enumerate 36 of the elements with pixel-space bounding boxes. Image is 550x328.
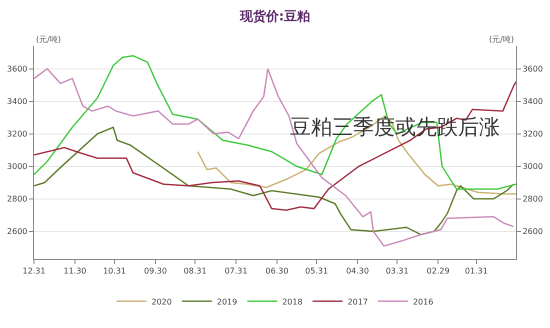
y-axis-title: (元/吨) <box>36 35 61 44</box>
y-tick-label: 3400 <box>7 97 28 106</box>
x-tick-label: 03.31 <box>386 266 409 276</box>
y2-axis-title: (元/吨) <box>489 35 514 44</box>
line-series <box>34 81 516 211</box>
y2-tick-label: 3000 <box>522 162 543 172</box>
x-tick-label: 09.30 <box>144 266 167 276</box>
legend-label: 2018 <box>282 297 303 306</box>
x-tick-label: 11.30 <box>63 266 86 276</box>
y2-tick-label: 3200 <box>522 130 543 139</box>
line-series <box>197 115 516 195</box>
x-tick-label: 07.31 <box>224 266 248 276</box>
y-tick-label: 3200 <box>7 130 28 139</box>
x-tick-label: 02.29 <box>426 266 450 276</box>
legend-label: 2019 <box>216 297 238 306</box>
y-tick-label: 2800 <box>7 194 28 204</box>
line-series <box>34 55 516 190</box>
x-tick-label: 08.31 <box>184 266 207 276</box>
chart-title: 现货价:豆粕 <box>238 8 310 25</box>
legend-label: 2016 <box>412 297 434 306</box>
y-tick-label: 3000 <box>7 162 28 172</box>
x-tick-label: 10.31 <box>103 266 126 276</box>
y2-tick-label: 3600 <box>522 64 543 74</box>
x-tick-label: 05.31 <box>305 266 328 276</box>
y2-tick-label: 2600 <box>522 227 543 236</box>
y2-tick-label: 2800 <box>522 194 543 204</box>
x-tick-label: 06.30 <box>266 266 288 276</box>
legend-label: 2017 <box>348 297 368 306</box>
legend-label: 2020 <box>152 297 172 306</box>
line-series <box>34 68 514 247</box>
y2-tick-label: 3400 <box>522 97 543 106</box>
x-tick-label: 01.31 <box>464 266 488 276</box>
y-tick-label: 3600 <box>7 64 28 74</box>
y-tick-label: 2600 <box>7 227 28 236</box>
x-tick-label: 04.30 <box>346 266 369 276</box>
x-tick-label: 12.31 <box>22 266 46 276</box>
